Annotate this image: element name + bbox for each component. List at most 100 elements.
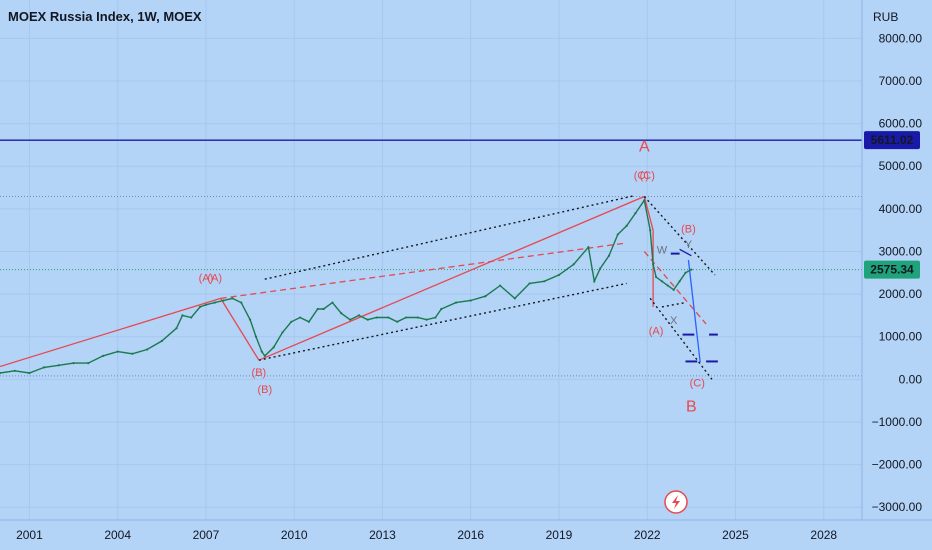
price-point [281, 331, 284, 334]
x-tick-label: 2025 [722, 528, 749, 542]
price-point [666, 284, 669, 287]
price-point [13, 369, 16, 372]
price-point [557, 273, 561, 277]
wave-label: (A) [649, 326, 664, 338]
lightning-button[interactable] [664, 490, 688, 514]
price-point [0, 371, 2, 375]
x-tick-label: 2010 [281, 528, 308, 542]
wave-label: (B) [257, 384, 272, 396]
trend-line [687, 259, 701, 363]
trend-line [661, 301, 686, 308]
price-point [434, 316, 437, 319]
price-point [240, 301, 243, 304]
price-point [634, 212, 637, 215]
price-point [298, 316, 302, 319]
trend-line [643, 251, 707, 325]
price-point [72, 362, 75, 365]
price-point [396, 320, 399, 323]
trend-line [643, 196, 654, 231]
wave-label: (C) [690, 378, 705, 390]
price-point [440, 307, 443, 311]
trend-line [0, 297, 221, 368]
price-point [204, 303, 208, 306]
wave-label: B [686, 398, 697, 415]
price-point [160, 339, 163, 343]
trend-line [679, 248, 692, 257]
price-point [272, 346, 275, 349]
price-point [387, 316, 390, 319]
currency-label: RUB [873, 10, 898, 24]
price-point [254, 335, 258, 338]
price-point [416, 316, 419, 319]
price-point [231, 297, 234, 300]
price-point [28, 371, 31, 375]
price-point [599, 267, 602, 270]
price-series-line[interactable] [0, 198, 692, 374]
wave-label: (A) [199, 272, 214, 284]
trend-line [258, 282, 627, 361]
y-tick-label: 3000.00 [879, 244, 923, 258]
wave-label: W [657, 245, 668, 257]
horizontal-level-badge-label: 5611.02 [871, 133, 914, 147]
y-tick-label: 0.00 [899, 372, 923, 386]
price-point [652, 263, 655, 266]
price-point [607, 254, 611, 257]
extras-layer [664, 490, 688, 514]
price-point [678, 280, 681, 283]
price-point [348, 318, 352, 321]
price-point [131, 352, 134, 355]
wave-label: (C) [640, 170, 655, 182]
price-point [145, 348, 149, 351]
price-point [263, 354, 266, 358]
price-point [513, 297, 516, 300]
x-tick-label: 2028 [810, 528, 837, 542]
y-tick-label: −3000.00 [872, 500, 923, 514]
y-tick-label: 7000.00 [879, 74, 923, 88]
y-tick-label: 4000.00 [879, 202, 923, 216]
y-tick-label: 8000.00 [879, 31, 923, 45]
price-point [690, 268, 693, 271]
price-point [340, 312, 343, 315]
price-point [404, 316, 408, 319]
price-point [322, 307, 325, 311]
price-point [616, 233, 619, 236]
price-point [357, 314, 361, 317]
horizontal-level-badge [864, 131, 920, 150]
price-point [307, 320, 311, 323]
wave-label: X [670, 315, 678, 327]
x-tick-label: 2019 [546, 528, 573, 542]
y-tick-label: −1000.00 [872, 415, 923, 429]
x-tick-label: 2007 [193, 528, 220, 542]
chart-title: MOEX Russia Index, 1W, MOEX [8, 9, 202, 24]
trend-line [258, 195, 645, 361]
x-tick-label: 2013 [369, 528, 396, 542]
x-tick-label: 2016 [457, 528, 484, 542]
price-point [587, 246, 590, 249]
price-point [649, 229, 652, 232]
price-point [469, 299, 472, 302]
price-point [484, 295, 487, 298]
price-series-layer[interactable] [0, 198, 693, 375]
wave-label: (B) [252, 367, 267, 379]
price-point [528, 282, 531, 285]
trend-line-layer [0, 139, 862, 380]
price-point [190, 316, 193, 319]
grid-layer [0, 0, 862, 520]
y-tick-label: −2000.00 [872, 458, 923, 472]
price-point [213, 301, 216, 304]
y-tick-label: 5000.00 [879, 159, 923, 173]
wave-label-layer: AB(A)(A)(B)(B)(C)(C)(B)(A)(C)W YX [199, 138, 705, 415]
price-point [625, 224, 628, 228]
trend-line [649, 297, 713, 380]
wave-label: (C) [634, 170, 649, 182]
price-point [543, 280, 546, 283]
price-point [654, 275, 658, 279]
price-point [660, 280, 664, 283]
price-point [116, 350, 119, 353]
price-point [375, 316, 378, 319]
wave-label: A [639, 138, 650, 155]
trend-line [220, 242, 627, 300]
